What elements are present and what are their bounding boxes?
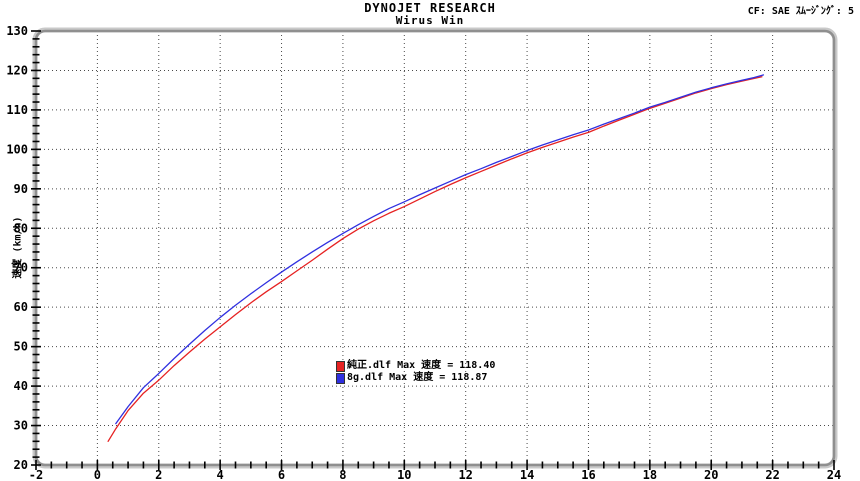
- plot-frame: [34, 29, 836, 467]
- y-tick-label: 70: [14, 261, 28, 275]
- y-tick-label: 130: [6, 24, 28, 38]
- x-tick-label: 12: [458, 468, 472, 481]
- x-tick-label: 18: [643, 468, 657, 481]
- y-tick-label: 100: [6, 142, 28, 156]
- speed-curve-8g.dlf: [115, 74, 765, 425]
- x-tick-label: 2: [155, 468, 162, 481]
- chart-legend: 純正.dlf Max 速度 = 118.40 8g.dlf Max 速度 = 1…: [336, 360, 495, 384]
- x-tick-label: 8: [339, 468, 346, 481]
- x-tick-label: 14: [520, 468, 534, 481]
- x-tick-label: 20: [704, 468, 718, 481]
- page-subtitle: Wirus Win: [395, 14, 465, 27]
- x-tick-label: 16: [581, 468, 595, 481]
- speed-curve-純正.dlf: [107, 76, 763, 442]
- y-tick-label: 80: [14, 221, 28, 235]
- page-title: DYNOJET RESEARCH: [364, 1, 496, 15]
- correction-smoothing-readout: CF: SAE ｽﾑｰｼﾞﾝｸﾞ: 5: [747, 6, 854, 17]
- x-tick-label: 10: [397, 468, 411, 481]
- plot-frame-outer: [32, 27, 838, 469]
- y-tick-label: 20: [14, 458, 28, 472]
- y-tick-label: 50: [14, 340, 28, 354]
- x-tick-label: 4: [217, 468, 224, 481]
- x-tick-label: 22: [765, 468, 779, 481]
- y-tick-label: 90: [14, 182, 28, 196]
- y-tick-label: 30: [14, 419, 28, 433]
- y-tick-label: 120: [6, 63, 28, 77]
- x-tick-label: 24: [827, 468, 841, 481]
- legend-item: 8g.dlf Max 速度 = 118.87: [336, 372, 495, 384]
- x-tick-label: 6: [278, 468, 285, 481]
- legend-item: 純正.dlf Max 速度 = 118.40: [336, 360, 495, 372]
- series-swatch-red: [336, 360, 345, 372]
- y-tick-label: 110: [6, 103, 28, 117]
- legend-label: 8g.dlf Max 速度 = 118.87: [347, 372, 488, 383]
- x-tick-label: -2: [29, 468, 43, 481]
- y-tick-label: 40: [14, 379, 28, 393]
- x-tick-label: 0: [94, 468, 101, 481]
- series-swatch-blue: [336, 372, 345, 384]
- y-tick-label: 60: [14, 300, 28, 314]
- legend-label: 純正.dlf Max 速度 = 118.40: [347, 360, 496, 371]
